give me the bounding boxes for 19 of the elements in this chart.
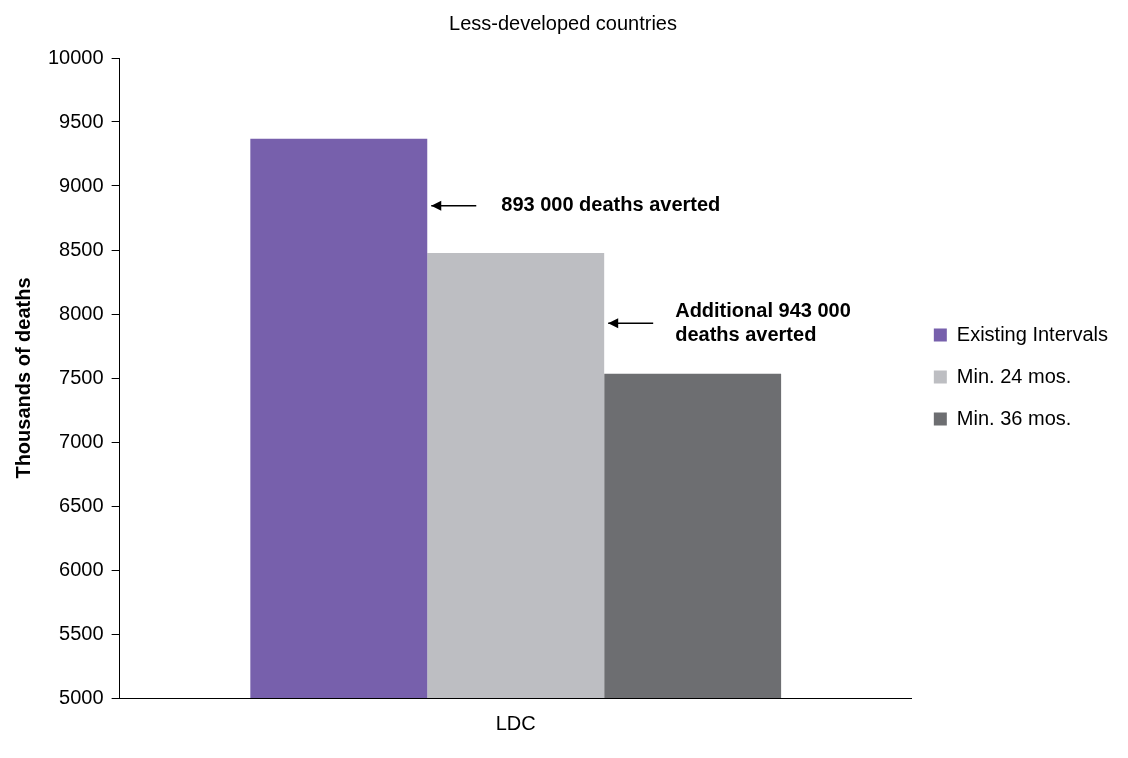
y-tick-label: 7000 — [59, 429, 104, 452]
y-tick-label: 5000 — [59, 685, 104, 708]
y-tick-label: 8500 — [59, 237, 104, 260]
chart-title: Less-developed countries — [449, 11, 677, 34]
legend-label: Min. 36 mos. — [956, 406, 1072, 429]
y-tick-label: 6500 — [59, 493, 104, 516]
y-tick-label: 8000 — [59, 301, 104, 324]
y-tick-label: 7500 — [59, 365, 104, 388]
legend-label: Existing Intervals — [956, 322, 1108, 345]
y-tick-label: 5500 — [59, 621, 104, 644]
x-tick-label: LDC — [495, 711, 536, 734]
y-tick-label: 10000 — [47, 45, 104, 68]
annotation: 893 000 deaths averted — [501, 193, 721, 216]
annotation: Additional 943 000 deaths averted — [675, 298, 851, 345]
y-tick-label: 9500 — [59, 109, 104, 132]
legend-label: Min. 24 mos. — [956, 364, 1072, 387]
y-axis-title: Thousands of deaths — [11, 277, 34, 479]
y-tick-label: 9000 — [59, 173, 104, 196]
y-tick-label: 6000 — [59, 557, 104, 580]
